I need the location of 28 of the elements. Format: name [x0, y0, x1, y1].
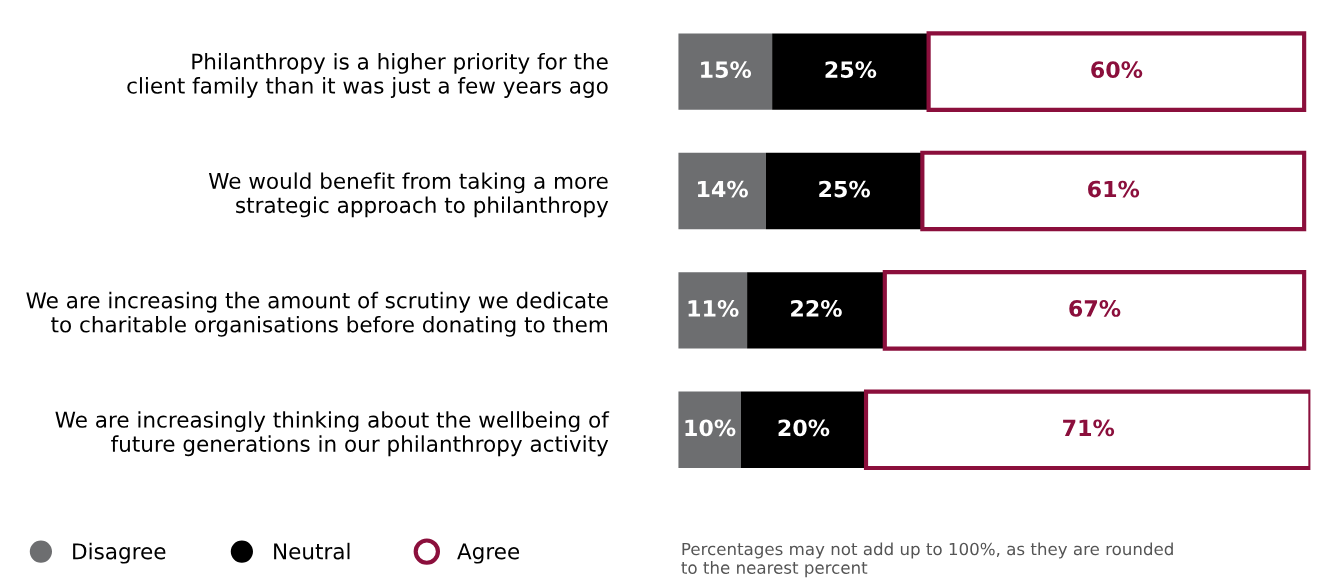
data-label: 14% — [697, 180, 748, 198]
data-label: 15% — [701, 61, 752, 79]
bar — [747, 272, 885, 349]
bar — [678, 272, 748, 349]
data-label: 25% — [825, 61, 877, 79]
legend-label: Neutral — [274, 542, 350, 560]
data-label: 10% — [685, 419, 736, 437]
text: Percentages may not add up to 100%, as they are rounded to the nearest percent — [681, 542, 1173, 578]
bar — [678, 33, 773, 110]
data-label: 60% — [1091, 61, 1143, 79]
data-label: 25% — [819, 180, 871, 198]
y-tick-label: Philanthropy is a higher priority for the client family than it was just a few years ago — [127, 53, 608, 98]
bar — [678, 152, 766, 230]
bar — [678, 391, 741, 468]
data-label: 20% — [778, 419, 830, 437]
y-tick-label: We would benefit from taking a more strategic approach to philanthropy — [208, 172, 609, 218]
legend-label: Agree — [457, 543, 520, 564]
data-label: 61% — [1088, 180, 1140, 198]
data-label: 22% — [791, 300, 842, 317]
bar — [772, 33, 929, 110]
y-tick-label: We are increasing the amount of scrutiny we dedicate to charitable organisations before donating to them — [26, 291, 608, 337]
y-tick-label: We are increasingly thinking about the wellbeing of future generations in our philanthropy activity — [55, 411, 610, 457]
bar — [740, 391, 867, 468]
data-label: 67% — [1069, 300, 1121, 317]
bar — [765, 152, 923, 230]
data-label: 71% — [1063, 419, 1115, 437]
data-label: 11% — [688, 300, 739, 317]
legend-label: Disagree — [73, 542, 166, 564]
